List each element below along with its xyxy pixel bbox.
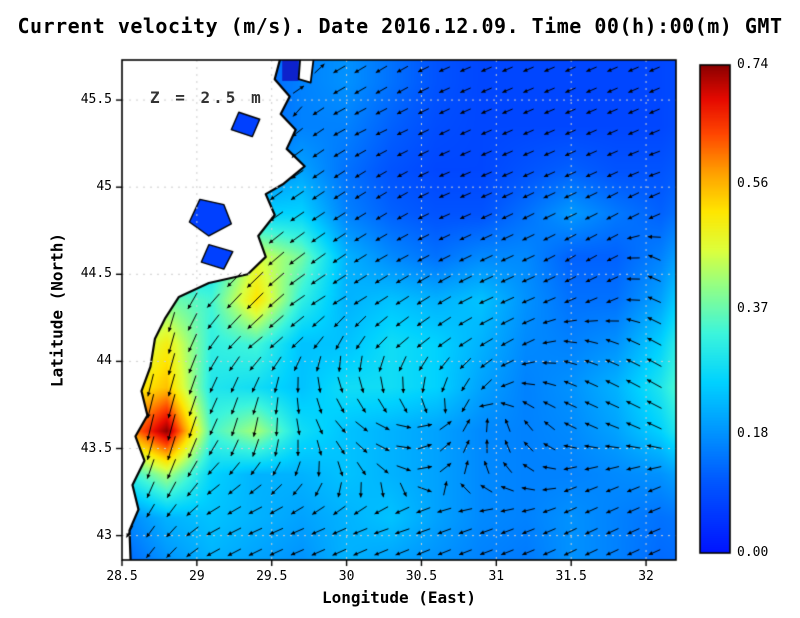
y-tick-label-1: 43.5: [80, 440, 112, 456]
x-tick-label-1: 29: [189, 569, 205, 584]
x-tick-label-2: 29.5: [256, 569, 288, 584]
x-tick-label-0: 28.5: [106, 569, 138, 584]
x-tick-label-5: 31: [488, 569, 505, 584]
x-tick-label-3: 30: [338, 569, 355, 584]
plot-title: Current velocity (m/s). Date 2016.12.09.…: [17, 14, 783, 38]
y-tick-label-2: 44: [96, 353, 112, 369]
y-tick-label-5: 45.5: [80, 92, 112, 108]
colorbar-tick-label-3: 0.18: [737, 426, 769, 442]
y-tick-label-3: 44.5: [80, 266, 112, 282]
colorbar-tick-label-4: 0.00: [737, 545, 769, 560]
depth-annotation: Z = 2.5 m: [150, 88, 264, 107]
x-axis-title: Longitude (East): [321, 588, 477, 607]
x-tick-label-4: 30.5: [405, 569, 438, 584]
colorbar-tick-label-0: 0.74: [737, 57, 769, 72]
x-tick-label-7: 32: [638, 569, 654, 584]
x-tick-label-6: 31.5: [555, 569, 587, 584]
colorbar-tick-label-1: 0.56: [737, 175, 769, 191]
y-tick-label-0: 43: [96, 527, 112, 543]
colorbar-tick-label-2: 0.37: [737, 301, 769, 316]
y-tick-label-4: 45: [96, 179, 112, 195]
